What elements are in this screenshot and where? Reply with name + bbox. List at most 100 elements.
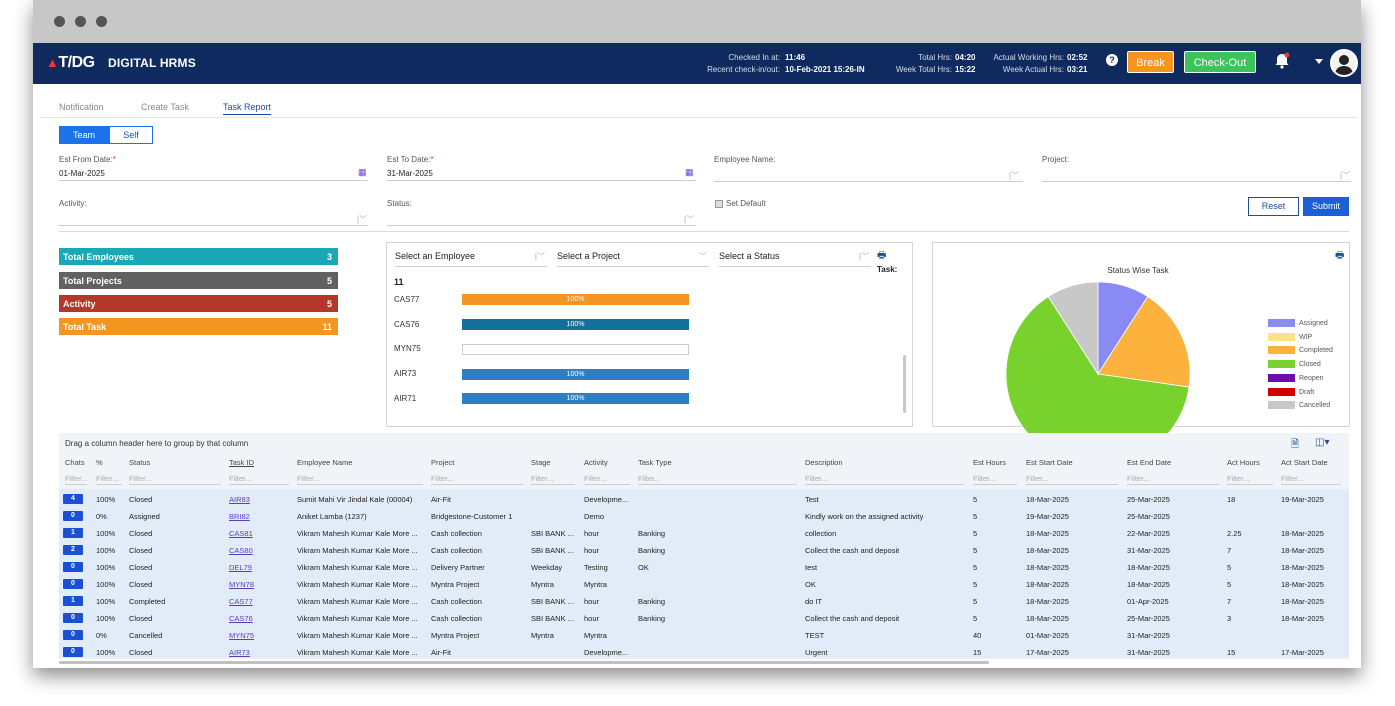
pie-slice-cancelled[interactable]: [1047, 281, 1099, 376]
select-project-dropdown[interactable]: Select a Project ﹀: [557, 251, 709, 267]
stat-total-employees[interactable]: Total Employees 3: [59, 248, 338, 265]
panel-scrollbar[interactable]: [903, 355, 906, 413]
column-filter-input[interactable]: Filter...: [1127, 474, 1219, 485]
project-dropdown-chevron-icon[interactable]: |﹀: [1340, 171, 1351, 180]
est-to-field[interactable]: 31-Mar-2025: [387, 169, 433, 178]
column-filter-input[interactable]: Filter...: [65, 474, 88, 485]
employee-dropdown-chevron-icon[interactable]: |﹀: [1009, 171, 1020, 180]
calendar-icon[interactable]: ▦: [685, 167, 694, 177]
task-id-link[interactable]: CAS81: [229, 529, 253, 538]
column-header[interactable]: Description: [805, 458, 843, 467]
column-filter-input[interactable]: Filter...: [805, 474, 964, 485]
window-dot[interactable]: [96, 16, 107, 27]
column-header[interactable]: Chats: [65, 458, 85, 467]
table-row[interactable]: 1 100% Completed CAS77 Vikram Mahesh Kumar K…: [59, 594, 1349, 608]
task-id-link[interactable]: AIR83: [229, 495, 250, 504]
logo[interactable]: ▲T/DG: [46, 54, 95, 72]
activity-dropdown-chevron-icon[interactable]: |﹀: [357, 215, 368, 224]
chat-count-badge[interactable]: 0: [63, 579, 83, 589]
chat-count-badge[interactable]: 0: [63, 511, 83, 521]
status-dropdown-chevron-icon[interactable]: |﹀: [684, 215, 695, 224]
select-employee-dropdown[interactable]: Select an Employee |﹀: [395, 251, 547, 267]
column-header[interactable]: Act Start Date: [1281, 458, 1328, 467]
column-filter-input[interactable]: Filter...: [1281, 474, 1341, 485]
column-filter-input[interactable]: Filter...: [1026, 474, 1118, 485]
legend-item[interactable]: Assigned: [1268, 319, 1328, 327]
table-row[interactable]: 0 100% Closed AIR73 Vikram Mahesh Kumar Kale…: [59, 645, 1349, 659]
help-icon[interactable]: ?: [1106, 54, 1118, 66]
reset-button[interactable]: Reset: [1248, 197, 1299, 216]
stat-activity[interactable]: Activity 5: [59, 295, 338, 312]
chat-count-badge[interactable]: 1: [63, 528, 83, 538]
table-row[interactable]: 0 100% Closed CAS76 Vikram Mahesh Kumar Kale…: [59, 611, 1349, 625]
column-header[interactable]: Act Hours: [1227, 458, 1260, 467]
chat-count-badge[interactable]: 2: [63, 545, 83, 555]
column-filter-input[interactable]: Filter...: [638, 474, 797, 485]
status-select[interactable]: [387, 225, 696, 226]
select-status-dropdown[interactable]: Select a Status |﹀: [719, 251, 871, 267]
chevron-down-icon[interactable]: [1315, 59, 1323, 64]
print-icon[interactable]: 🖶: [1335, 250, 1345, 261]
column-filter-input[interactable]: Filter...: [431, 474, 523, 485]
window-dot[interactable]: [75, 16, 86, 27]
table-row[interactable]: 0 100% Closed MYN78 Vikram Mahesh Kumar Kale…: [59, 577, 1349, 591]
table-row[interactable]: 0 100% Closed DEL79 Vikram Mahesh Kumar Kale…: [59, 560, 1349, 574]
chat-count-badge[interactable]: 0: [63, 562, 83, 572]
team-toggle-button[interactable]: Team: [59, 126, 109, 144]
break-button[interactable]: Break: [1127, 51, 1174, 73]
bell-icon[interactable]: [1273, 52, 1291, 75]
calendar-icon[interactable]: ▦: [358, 167, 367, 177]
tab-task-report[interactable]: Task Report: [223, 102, 272, 115]
submit-button[interactable]: Submit: [1303, 197, 1349, 216]
column-filter-input[interactable]: Filter...: [973, 474, 1017, 485]
avatar[interactable]: [1330, 49, 1358, 77]
horizontal-scrollbar[interactable]: [59, 661, 989, 664]
stat-total-task[interactable]: Total Task 11: [59, 318, 338, 335]
task-id-link[interactable]: MYN78: [229, 580, 255, 589]
column-header[interactable]: Project: [431, 458, 455, 467]
employee-name-select[interactable]: [714, 181, 1023, 182]
table-row[interactable]: 2 100% Closed CAS80 Vikram Mahesh Kumar Kale…: [59, 543, 1349, 557]
table-row[interactable]: 0 0% Assigned BRI82 Aniket Lamba (1237) Bridg…: [59, 509, 1349, 523]
column-header[interactable]: %: [96, 458, 103, 467]
chat-count-badge[interactable]: 1: [63, 596, 83, 606]
print-icon[interactable]: 🖶: [877, 250, 887, 261]
window-dot[interactable]: [54, 16, 65, 27]
column-filter-input[interactable]: Filter...: [129, 474, 221, 485]
table-row[interactable]: 1 100% Closed CAS81 Vikram Mahesh Kumar Kale…: [59, 526, 1349, 540]
legend-item[interactable]: Reopen: [1268, 373, 1324, 382]
column-filter-input[interactable]: Filter...: [531, 474, 575, 485]
activity-select[interactable]: [59, 225, 368, 226]
column-header[interactable]: Status: [129, 458, 151, 467]
task-id-link[interactable]: CAS77: [229, 597, 253, 606]
column-filter-input[interactable]: Filter...: [96, 474, 122, 485]
column-filter-input[interactable]: Filter...: [297, 474, 423, 485]
column-chooser-icon[interactable]: ◫▾: [1315, 437, 1330, 448]
task-id-link[interactable]: DEL79: [229, 563, 252, 572]
column-header[interactable]: Employee Name: [297, 458, 353, 467]
chat-count-badge[interactable]: 0: [63, 647, 83, 657]
column-filter-input[interactable]: Filter...: [229, 474, 289, 485]
column-header[interactable]: Task ID: [229, 458, 255, 467]
chat-count-badge[interactable]: 0: [63, 613, 83, 623]
project-select[interactable]: [1042, 181, 1351, 182]
column-header[interactable]: Est End Date: [1127, 458, 1172, 467]
column-header[interactable]: Task Type: [638, 458, 672, 467]
pie-slice-completed[interactable]: [1097, 296, 1191, 388]
column-header[interactable]: Est Start Date: [1026, 458, 1073, 467]
column-header[interactable]: Stage: [531, 458, 551, 467]
export-excel-icon[interactable]: 🗎: [1291, 439, 1300, 450]
task-id-link[interactable]: AIR73: [229, 648, 250, 657]
task-id-link[interactable]: CAS80: [229, 546, 253, 555]
column-filter-input[interactable]: Filter...: [584, 474, 630, 485]
task-id-link[interactable]: CAS76: [229, 614, 253, 623]
legend-item[interactable]: Cancelled: [1268, 401, 1330, 410]
task-id-link[interactable]: BRI82: [229, 512, 250, 521]
column-header[interactable]: Est Hours: [973, 458, 1006, 467]
stat-total-projects[interactable]: Total Projects 5: [59, 272, 338, 289]
table-row[interactable]: 4 100% Closed AIR83 Sumit Mahi Vir Jindal Ka…: [59, 492, 1349, 506]
chat-count-badge[interactable]: 4: [63, 494, 83, 504]
legend-item[interactable]: Completed: [1268, 346, 1333, 355]
self-toggle-button[interactable]: Self: [109, 126, 153, 144]
chat-count-badge[interactable]: 0: [63, 630, 83, 640]
